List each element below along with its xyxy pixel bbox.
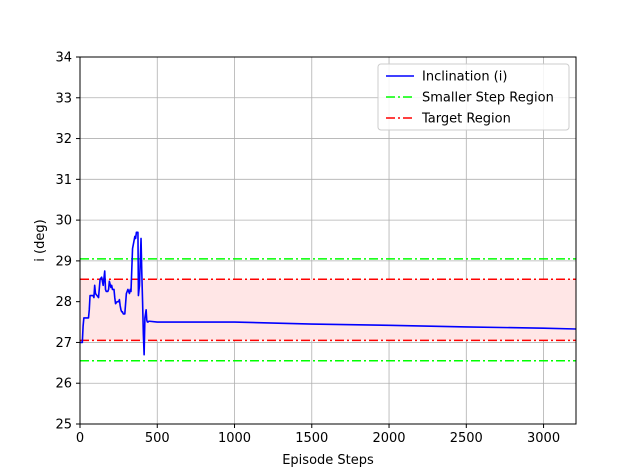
x-tick-label: 500	[145, 431, 170, 446]
x-tick-label: 0	[76, 431, 84, 446]
x-axis-ticks: 0 500 1000 1500 2000 2500 3000	[76, 424, 560, 446]
x-axis-label: Episode Steps	[282, 453, 374, 468]
axes-frame	[79, 56, 577, 425]
region-lines	[80, 258, 576, 362]
series-lines	[80, 231, 577, 356]
y-tick-label: 33	[55, 91, 72, 106]
x-tick-label: 2000	[372, 431, 405, 446]
y-tick-label: 31	[55, 173, 72, 188]
y-tick-label: 34	[55, 51, 72, 66]
legend-box	[377, 63, 570, 131]
target-region-shading	[80, 279, 576, 341]
y-tick-label: 29	[55, 254, 72, 269]
x-tick-label: 3000	[527, 431, 560, 446]
y-tick-label: 30	[55, 214, 72, 229]
y-axis-label: i (deg)	[33, 219, 48, 261]
legend-entry: Inclination (i)	[422, 70, 507, 85]
axes-border	[79, 56, 577, 425]
y-axis-ticks: 25 26 27 28 29 30 31 32 33 34	[55, 51, 80, 433]
target-region-fill	[80, 279, 576, 341]
legend-entry: Smaller Step Region	[422, 91, 554, 106]
x-tick-label: 2500	[450, 431, 483, 446]
inclination-line	[80, 231, 577, 356]
x-tick-label: 1500	[295, 431, 328, 446]
y-tick-label: 28	[55, 295, 72, 310]
y-tick-label: 32	[55, 132, 72, 147]
y-tick-label: 26	[55, 377, 72, 392]
x-tick-label: 1000	[218, 431, 251, 446]
legend-entry: Target Region	[421, 112, 511, 127]
y-tick-label: 25	[55, 418, 72, 433]
y-tick-label: 27	[55, 336, 72, 351]
legend: Inclination (i) Smaller Step Region Target…	[377, 63, 570, 131]
